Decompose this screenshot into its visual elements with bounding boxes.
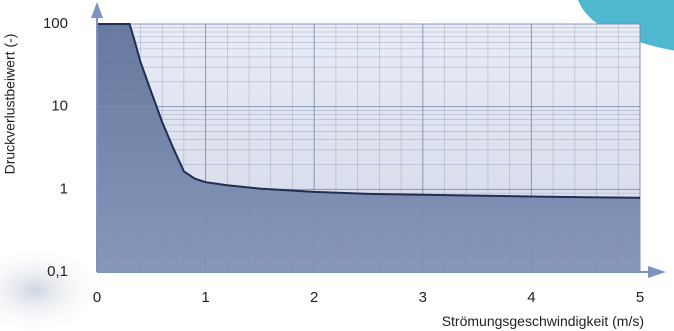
y-tick-label: 10 [51, 98, 68, 115]
x-axis-arrow-icon [648, 266, 666, 278]
tick-labels: 0 1 2 3 4 5 0,1 1 10 100 [43, 15, 644, 306]
x-axis-title: Strömungsgeschwindigkeit (m/s) [442, 313, 644, 329]
area-fill [97, 24, 640, 272]
y-tick-label: 1 [60, 180, 68, 197]
y-tick-label: 100 [43, 15, 68, 32]
x-tick-label: 1 [201, 289, 209, 306]
y-tick-label: 0,1 [47, 263, 68, 280]
x-tick-label: 0 [93, 289, 101, 306]
grid [96, 23, 641, 273]
axes [91, 2, 666, 278]
x-tick-label: 3 [419, 289, 427, 306]
y-axis-title: Druckverlustbeiwert (-) [2, 34, 18, 175]
y-axis-arrow-icon [91, 2, 103, 18]
x-tick-label: 5 [636, 289, 644, 306]
x-tick-label: 2 [310, 289, 318, 306]
decorative-shadow [0, 245, 105, 331]
x-tick-label: 4 [527, 289, 535, 306]
series-line [97, 23, 641, 199]
